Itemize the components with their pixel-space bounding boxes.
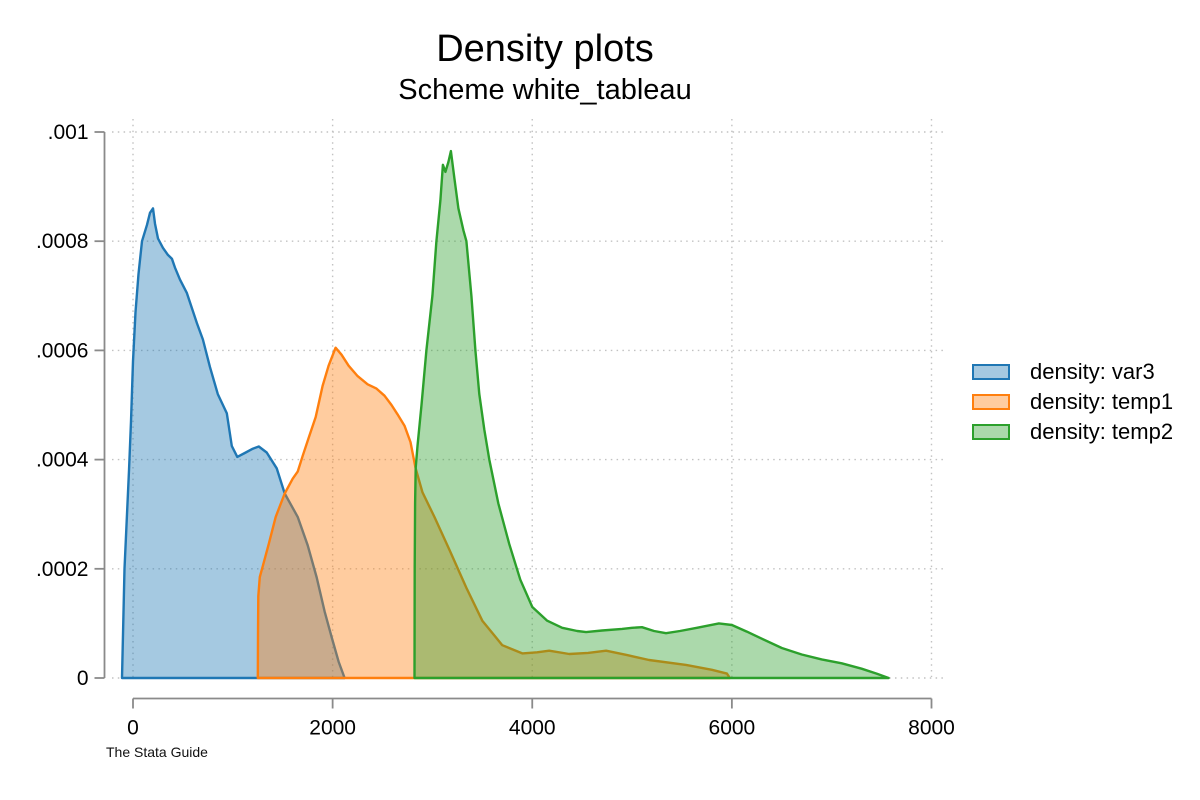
density-area-var3 [120,207,346,680]
legend-item-temp1: density: temp1 [972,389,1174,414]
y-tick-label: .0008 [36,230,89,253]
y-tick-label: .0006 [36,339,89,362]
x-tick-label: 6000 [709,717,756,740]
density-area-temp2 [413,149,890,680]
y-tick-label: .001 [48,121,89,144]
legend-swatch-var3 [972,364,1010,380]
legend-item-var3: density: var3 [972,359,1173,384]
x-tick-label: 0 [127,717,139,740]
y-tick-label: .0002 [36,558,89,581]
legend-item-temp2: density: temp2 [972,419,1174,444]
y-tick-label: 0 [77,667,89,690]
legend-swatch-temp2 [972,424,1010,440]
legend-label: density: temp2 [1030,419,1174,444]
density-area-temp1 [256,346,732,680]
x-tick-label: 8000 [908,717,955,740]
chart-title: Density plots [436,28,654,70]
chart-subtitle: Scheme white_tableau [398,74,692,106]
legend-label: density: var3 [1030,359,1155,384]
x-tick-label: 2000 [309,717,356,740]
legend-swatch-temp1 [972,394,1010,410]
legend: density: var3 density: temp1 density: temp… [972,359,1174,444]
legend-label: density: temp1 [1030,389,1174,414]
x-tick-label: 4000 [509,717,556,740]
caption-stata-guide: The Stata Guide [106,744,208,760]
y-tick-label: .0004 [36,449,89,472]
